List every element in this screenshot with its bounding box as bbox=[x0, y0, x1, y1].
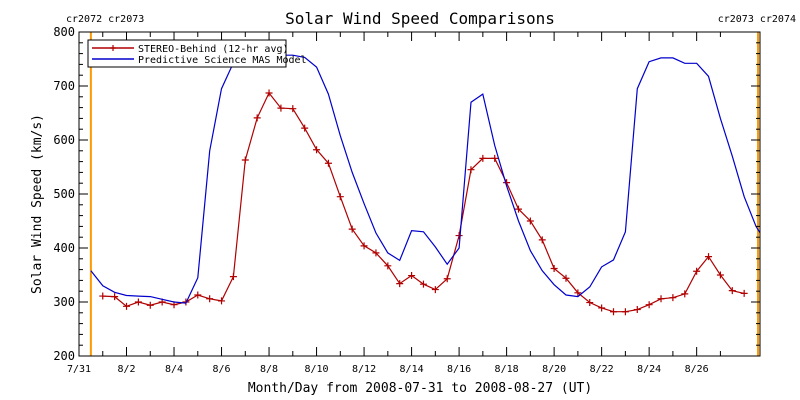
data-point bbox=[277, 104, 285, 112]
data-point bbox=[360, 242, 368, 250]
x-tick-label: 8/26 bbox=[685, 364, 709, 375]
legend-marker bbox=[110, 45, 116, 51]
data-point bbox=[681, 290, 689, 298]
data-point bbox=[610, 308, 618, 316]
data-point bbox=[218, 297, 226, 305]
data-point bbox=[206, 295, 214, 303]
data-point bbox=[526, 217, 534, 225]
data-point bbox=[621, 308, 629, 316]
data-point bbox=[111, 293, 119, 301]
x-tick-label: 7/31 bbox=[67, 364, 91, 375]
x-tick-label: 8/20 bbox=[542, 364, 566, 375]
data-point bbox=[336, 193, 344, 201]
data-point bbox=[443, 275, 451, 283]
x-tick-label: 8/14 bbox=[400, 364, 424, 375]
x-tick-label: 8/16 bbox=[447, 364, 471, 375]
data-point bbox=[348, 225, 356, 233]
axes: cr2072 cr2073 cr2073 cr2074 200 300 400 500 60… bbox=[53, 14, 796, 375]
data-point bbox=[586, 299, 594, 307]
x-tick-label: 8/6 bbox=[213, 364, 231, 375]
x-tick-label: 8/4 bbox=[165, 364, 183, 375]
plot-frame bbox=[78, 31, 761, 357]
data-point bbox=[633, 306, 641, 314]
data-point bbox=[562, 274, 570, 282]
y-tick-label: 200 bbox=[53, 349, 75, 363]
data-point bbox=[479, 154, 487, 162]
data-point bbox=[455, 232, 463, 240]
data-point bbox=[550, 265, 558, 273]
x-tick-label: 8/10 bbox=[305, 364, 329, 375]
y-tick-label: 300 bbox=[53, 295, 75, 309]
carrington-label: cr2073 cr2074 bbox=[718, 14, 796, 25]
carrington-label: cr2072 cr2073 bbox=[66, 14, 144, 25]
data-point bbox=[99, 292, 107, 300]
y-tick-label: 800 bbox=[53, 25, 75, 39]
data-point bbox=[372, 249, 380, 257]
data-point bbox=[645, 301, 653, 309]
chart-title: Solar Wind Speed Comparisons bbox=[285, 9, 555, 28]
data-point bbox=[574, 289, 582, 297]
x-tick-label: 8/2 bbox=[117, 364, 135, 375]
data-point bbox=[514, 205, 522, 213]
data-point bbox=[229, 273, 237, 281]
data-point bbox=[740, 289, 748, 297]
y-tick-label: 600 bbox=[53, 133, 75, 147]
data-point bbox=[253, 114, 261, 122]
legend-box bbox=[87, 39, 287, 68]
data-point bbox=[194, 291, 202, 299]
data-point bbox=[728, 287, 736, 295]
data-point bbox=[146, 301, 154, 309]
legend-label-1: STEREO-Behind (12-hr avg) bbox=[138, 44, 289, 55]
x-tick-label: 8/8 bbox=[260, 364, 278, 375]
data-point bbox=[313, 146, 321, 154]
data-point bbox=[705, 253, 713, 261]
data-point bbox=[657, 295, 665, 303]
data-point bbox=[419, 280, 427, 288]
data-point bbox=[241, 156, 249, 164]
data-point bbox=[408, 272, 416, 280]
y-tick-label: 400 bbox=[53, 241, 75, 255]
data-point bbox=[134, 298, 142, 306]
data-point bbox=[396, 280, 404, 288]
y-tick-label: 700 bbox=[53, 79, 75, 93]
data-point bbox=[301, 124, 309, 132]
y-tick-label: 500 bbox=[53, 187, 75, 201]
plot-area bbox=[89, 32, 760, 356]
series-line-2 bbox=[90, 54, 760, 304]
data-point bbox=[491, 154, 499, 162]
data-point bbox=[324, 159, 332, 167]
x-tick-label: 8/18 bbox=[495, 364, 519, 375]
legend: STEREO-Behind (12-hr avg)Predictive Scie… bbox=[87, 39, 307, 68]
data-point bbox=[669, 294, 677, 302]
x-tick-label: 8/12 bbox=[352, 364, 376, 375]
data-point bbox=[431, 286, 439, 294]
legend-label-2: Predictive Science MAS Model bbox=[138, 55, 307, 66]
x-tick-label: 8/24 bbox=[637, 364, 661, 375]
data-point bbox=[123, 302, 131, 310]
x-tick-label: 8/22 bbox=[590, 364, 614, 375]
data-point bbox=[716, 271, 724, 279]
data-point bbox=[598, 304, 606, 312]
data-point bbox=[384, 262, 392, 270]
series-line-1 bbox=[102, 91, 745, 313]
data-point bbox=[289, 105, 297, 113]
data-point bbox=[265, 89, 273, 97]
x-axis-title: Month/Day from 2008-07-31 to 2008-08-27 … bbox=[248, 381, 592, 396]
y-axis-title: Solar Wind Speed (km/s) bbox=[30, 114, 45, 294]
data-point bbox=[538, 236, 546, 244]
data-point bbox=[693, 267, 701, 275]
data-point bbox=[467, 166, 475, 174]
